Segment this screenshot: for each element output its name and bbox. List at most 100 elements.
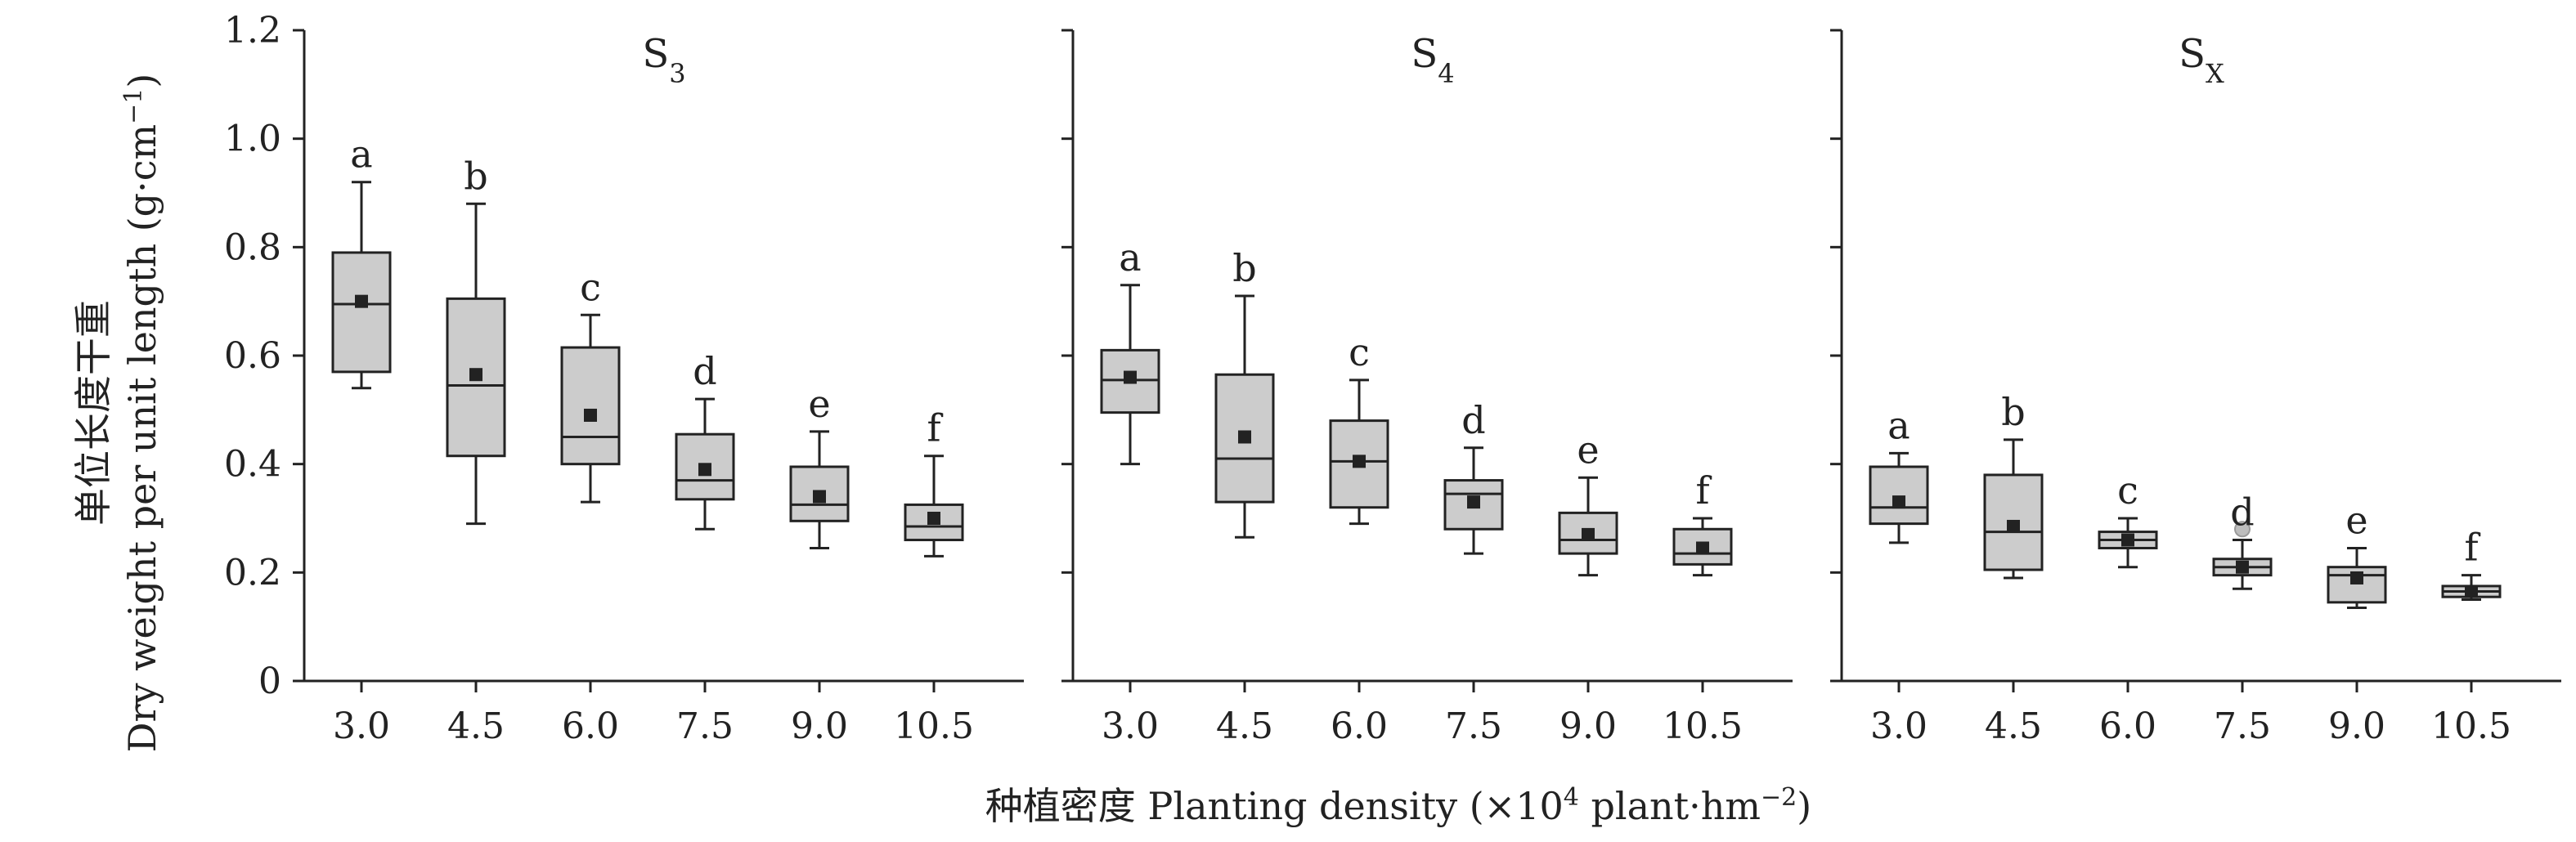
significance-letter: d xyxy=(1461,398,1485,442)
x-tick-label: 10.5 xyxy=(894,705,974,747)
box-7.5: 7.5 d xyxy=(2212,490,2273,747)
mean-marker xyxy=(1353,455,1366,468)
mean-marker xyxy=(1467,495,1480,509)
iqr-box xyxy=(1869,465,1929,526)
x-tick-label: 9.0 xyxy=(1560,705,1617,747)
panel-1: 0 0.2 0.4 0.6 0.8 1.0 1.2 S3 3.0 a 4.5 b 6.0 c 7.5 d 9.0… xyxy=(224,10,1024,747)
panel-title: S4 xyxy=(1411,31,1454,89)
mean-marker xyxy=(698,463,711,477)
iqr-box xyxy=(560,346,621,466)
x-tick-label: 9.0 xyxy=(2328,705,2385,747)
box-10.5: 10.5 f xyxy=(894,406,974,747)
x-tick-label: 3.0 xyxy=(333,705,390,747)
mean-marker xyxy=(927,512,940,525)
box-4.5: 4.5 b xyxy=(446,154,506,747)
box-6.0: 6.0 c xyxy=(2098,468,2158,747)
significance-letter: d xyxy=(693,349,716,393)
panel-title-subscript: 3 xyxy=(669,58,685,89)
box-6.0: 6.0 c xyxy=(1329,330,1389,747)
x-axis-title-mid: plant·hm xyxy=(1579,784,1761,828)
panel-title-main: S xyxy=(1411,31,1438,77)
significance-letter: b xyxy=(1232,246,1256,290)
x-tick-label: 6.0 xyxy=(1331,705,1388,747)
x-tick-label: 4.5 xyxy=(1216,705,1273,747)
iqr-box xyxy=(904,503,964,542)
y-tick-label: 0 xyxy=(258,661,281,702)
significance-letter: e xyxy=(1577,428,1599,472)
box-9.0: 9.0 e xyxy=(2327,498,2387,747)
mean-marker xyxy=(2007,519,2020,533)
mean-marker xyxy=(1124,370,1137,384)
box-10.5: 10.5 f xyxy=(2431,526,2511,747)
box-3.0: 3.0 a xyxy=(1100,235,1160,747)
panel-title: SX xyxy=(2179,31,2224,89)
iqr-box xyxy=(1983,473,2044,571)
significance-letter: f xyxy=(927,406,943,450)
significance-letter: a xyxy=(1887,403,1910,447)
mean-marker xyxy=(1582,527,1595,541)
y-axis-title-en-text: Dry weight per unit length (g·cm xyxy=(120,124,164,752)
x-axis-title-sup2: −2 xyxy=(1761,783,1797,812)
x-tick-label: 6.0 xyxy=(562,705,619,747)
panel-title: S3 xyxy=(642,31,685,89)
significance-letter: c xyxy=(2117,468,2138,513)
significance-letter: b xyxy=(2001,390,2025,434)
mean-marker xyxy=(2236,560,2249,574)
box-9.0: 9.0 e xyxy=(789,382,850,747)
x-tick-label: 3.0 xyxy=(1102,705,1159,747)
x-tick-label: 9.0 xyxy=(791,705,848,747)
x-tick-label: 3.0 xyxy=(1870,705,1928,747)
box-7.5: 7.5 d xyxy=(1443,398,1504,747)
x-tick-label: 6.0 xyxy=(2099,705,2156,747)
y-axis-title-unit-sup: −1 xyxy=(119,88,148,124)
x-tick-label: 7.5 xyxy=(2214,705,2271,747)
x-tick-label: 4.5 xyxy=(1985,705,2042,747)
x-tick-label: 10.5 xyxy=(1663,705,1743,747)
box-10.5: 10.5 f xyxy=(1663,468,1743,747)
box-4.5: 4.5 b xyxy=(1214,246,1275,747)
panel-3: SX 3.0 a 4.5 b 6.0 c 7.5 d 9.0 e 10.5 f xyxy=(1830,29,2561,747)
significance-letter: b xyxy=(464,154,487,198)
box-4.5: 4.5 b xyxy=(1983,390,2044,747)
x-tick-label: 4.5 xyxy=(447,705,505,747)
mean-marker xyxy=(1696,541,1709,555)
box-3.0: 3.0 a xyxy=(331,132,392,747)
panel-2: S4 3.0 a 4.5 b 6.0 c 7.5 d 9.0 e 10.5 f xyxy=(1061,29,1793,747)
y-tick-label: 0.6 xyxy=(224,335,281,377)
significance-letter: c xyxy=(580,265,601,309)
significance-letter: f xyxy=(2464,526,2480,570)
significance-letter: e xyxy=(808,382,830,426)
panel-title-main: S xyxy=(642,31,669,77)
significance-letter: a xyxy=(1119,235,1141,280)
y-tick-label: 0.8 xyxy=(224,226,281,268)
y-tick-label: 0.2 xyxy=(224,552,281,593)
panel-title-main: S xyxy=(2179,31,2206,77)
significance-letter: d xyxy=(2230,490,2254,535)
mean-marker xyxy=(584,408,597,422)
mean-marker xyxy=(813,490,826,504)
box-9.0: 9.0 e xyxy=(1558,428,1618,747)
y-axis-title-en: Dry weight per unit length (g·cm−1) xyxy=(119,74,165,753)
outlier-point xyxy=(2234,521,2251,538)
x-axis-title-close: ) xyxy=(1797,784,1811,828)
mean-marker xyxy=(1892,495,1905,509)
y-tick-label: 1.0 xyxy=(224,119,281,160)
y-axis-title-cn: 单位长度干重 xyxy=(71,300,115,526)
panel-title-subscript: 4 xyxy=(1438,58,1454,89)
x-axis-title: 种植密度 Planting density (×104 plant·hm−2) xyxy=(985,783,1811,829)
significance-letter: f xyxy=(1695,468,1712,513)
box-6.0: 6.0 c xyxy=(560,265,621,747)
box-7.5: 7.5 d xyxy=(675,349,735,747)
y-axis-title-close: ) xyxy=(120,74,164,88)
x-tick-label: 10.5 xyxy=(2431,705,2511,747)
x-tick-label: 7.5 xyxy=(1445,705,1502,747)
significance-letter: c xyxy=(1349,330,1370,374)
significance-letter: e xyxy=(2345,498,2367,542)
y-axis-title: 单位长度干重 Dry weight per unit length (g·cm−… xyxy=(71,74,164,753)
x-axis-title-sup1: 4 xyxy=(1564,783,1579,812)
mean-marker xyxy=(1238,430,1251,444)
x-tick-label: 7.5 xyxy=(676,705,734,747)
y-tick-label: 0.4 xyxy=(224,444,281,486)
panel-title-subscript: X xyxy=(2206,58,2224,89)
